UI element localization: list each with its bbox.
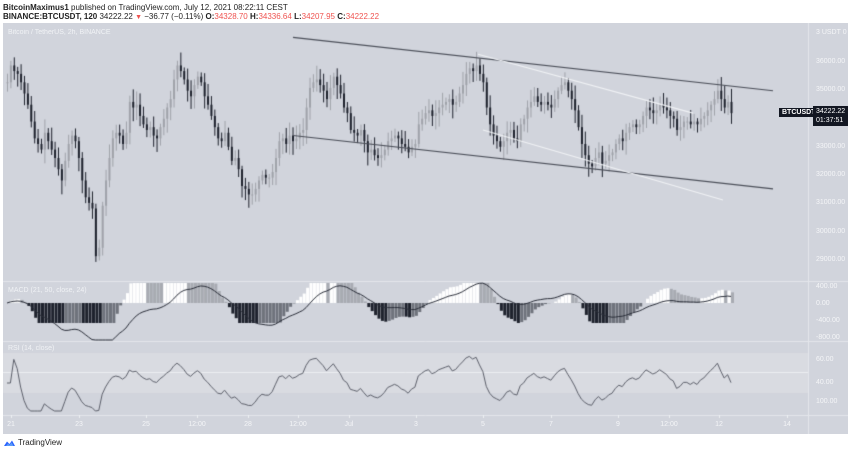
- time-tick: 9: [616, 421, 620, 428]
- high-value: 34336.64: [258, 12, 292, 21]
- footer-brand[interactable]: TradingView: [3, 438, 62, 447]
- symbol-info: BINANCE:BTCUSDT, 120 34222.22 ▼ −36.77 (…: [3, 12, 379, 23]
- macd-tick: -400.00: [816, 317, 840, 324]
- last-price: 34222.22: [99, 12, 133, 21]
- close-value: 34222.22: [345, 12, 380, 21]
- brand-name: TradingView: [18, 438, 63, 447]
- publish-text: published on TradingView.com, July 12, 2…: [68, 3, 288, 12]
- price-tick: 30000.00: [816, 228, 846, 235]
- current-price: 34222.22: [816, 108, 846, 115]
- time-tick: 7: [549, 421, 553, 428]
- price-tick: 29000.00: [816, 256, 846, 263]
- price-tick: 36000.00: [816, 58, 846, 65]
- high-label: H:: [250, 12, 259, 21]
- time-tick: 12:00: [660, 421, 678, 428]
- tradingview-cloud-icon: [4, 440, 15, 446]
- close-label: C:: [337, 12, 346, 21]
- price-badge: 34222.22 01:37:51: [813, 106, 849, 126]
- price-tick: 31000.00: [816, 199, 846, 206]
- symbol-badge: BTCUSDT: [779, 108, 819, 117]
- macd-tick: -800.00: [816, 334, 840, 341]
- time-tick: 3: [414, 421, 418, 428]
- price-tick: 32000.00: [816, 171, 846, 178]
- time-tick: 12:00: [289, 421, 307, 428]
- symbol-label: BINANCE:BTCUSDT, 120: [3, 12, 98, 21]
- time-tick: Jul: [344, 421, 354, 428]
- rsi-tick: 60.00: [816, 356, 834, 363]
- main-pane-title: Bitcoin / TetherUS, 2h, BINANCE: [8, 29, 111, 36]
- time-tick: 12:00: [188, 421, 206, 428]
- macd-pane-title: MACD (21, 50, close, 24): [8, 287, 87, 294]
- low-value: 34207.95: [301, 12, 335, 21]
- chart-canvas[interactable]: [3, 23, 848, 434]
- macd-tick: 400.00: [816, 283, 838, 290]
- publish-info: BitcoinMaximus1 published on TradingView…: [3, 3, 288, 13]
- price-change: −36.77 (−0.11%): [144, 12, 204, 21]
- price-tick: 35000.00: [816, 86, 846, 93]
- rsi-pane-title: RSI (14, close): [8, 345, 55, 352]
- open-value: 34328.70: [214, 12, 248, 21]
- time-tick: 5: [481, 421, 485, 428]
- time-tick: 21: [7, 421, 15, 428]
- time-tick: 28: [244, 421, 252, 428]
- open-label: O:: [205, 12, 215, 21]
- macd-tick: 0.00: [816, 300, 830, 307]
- rsi-tick: 40.00: [816, 379, 834, 386]
- author-name: BitcoinMaximus1: [3, 3, 69, 12]
- triangle-down-icon: ▼: [135, 14, 143, 21]
- rsi-tick: 100.00: [816, 398, 838, 405]
- time-tick: 23: [75, 421, 83, 428]
- time-tick: 14: [783, 421, 791, 428]
- time-tick: 25: [142, 421, 150, 428]
- bar-countdown: 01:37:51: [816, 117, 844, 124]
- chart-area[interactable]: Bitcoin / TetherUS, 2h, BINANCE MACD (21…: [3, 23, 849, 434]
- time-tick: 12: [715, 421, 723, 428]
- price-tick: 33000.00: [816, 143, 846, 150]
- price-tick: 3 USDT 0: [816, 29, 847, 36]
- low-label: L:: [294, 12, 302, 21]
